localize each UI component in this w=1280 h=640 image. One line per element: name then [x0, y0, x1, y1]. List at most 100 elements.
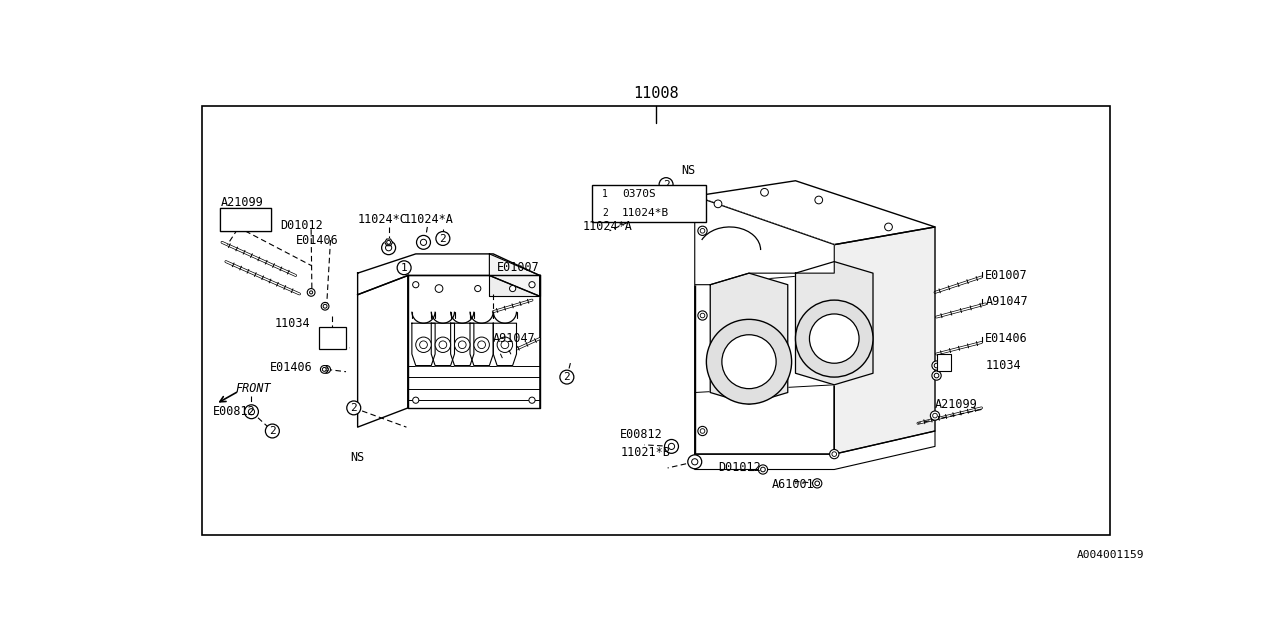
- Text: 11024*B: 11024*B: [622, 208, 669, 218]
- Text: NS: NS: [681, 164, 696, 177]
- Circle shape: [700, 429, 705, 433]
- Circle shape: [829, 449, 838, 459]
- Circle shape: [714, 200, 722, 208]
- Circle shape: [934, 373, 938, 378]
- Circle shape: [758, 465, 768, 474]
- Polygon shape: [695, 431, 934, 470]
- Circle shape: [412, 282, 419, 288]
- Circle shape: [477, 341, 485, 349]
- Circle shape: [933, 413, 937, 418]
- Circle shape: [932, 371, 941, 380]
- Circle shape: [529, 282, 535, 288]
- Polygon shape: [412, 323, 435, 365]
- Circle shape: [500, 341, 508, 349]
- Bar: [591, 185, 705, 222]
- Circle shape: [795, 300, 873, 377]
- Circle shape: [412, 397, 419, 403]
- Circle shape: [310, 291, 312, 294]
- Circle shape: [321, 303, 329, 310]
- Circle shape: [722, 335, 776, 388]
- Text: E01406: E01406: [986, 332, 1028, 345]
- Circle shape: [474, 337, 489, 353]
- Polygon shape: [493, 323, 517, 365]
- Polygon shape: [451, 323, 474, 365]
- Text: 2: 2: [351, 403, 357, 413]
- Polygon shape: [489, 275, 540, 296]
- Circle shape: [884, 223, 892, 231]
- Text: A004001159: A004001159: [1076, 550, 1144, 561]
- Circle shape: [248, 409, 255, 415]
- Polygon shape: [695, 180, 934, 244]
- Circle shape: [529, 397, 535, 403]
- Circle shape: [815, 196, 823, 204]
- Polygon shape: [357, 275, 408, 427]
- Polygon shape: [385, 239, 393, 246]
- Circle shape: [330, 343, 334, 346]
- Circle shape: [599, 189, 611, 200]
- Circle shape: [659, 178, 673, 191]
- Text: FRONT: FRONT: [236, 382, 271, 395]
- Circle shape: [691, 459, 698, 465]
- Circle shape: [698, 226, 707, 236]
- Circle shape: [325, 368, 328, 371]
- Circle shape: [323, 367, 326, 371]
- Polygon shape: [357, 254, 540, 296]
- Bar: [220, 208, 271, 231]
- Circle shape: [330, 332, 334, 335]
- Circle shape: [307, 289, 315, 296]
- Circle shape: [320, 365, 328, 373]
- Polygon shape: [695, 196, 835, 454]
- Circle shape: [832, 452, 837, 456]
- Circle shape: [934, 364, 938, 368]
- Circle shape: [387, 241, 390, 244]
- Circle shape: [760, 467, 765, 472]
- Circle shape: [439, 341, 447, 349]
- Circle shape: [497, 337, 512, 353]
- Text: 2: 2: [663, 180, 669, 189]
- Text: E00812: E00812: [621, 428, 663, 442]
- Circle shape: [669, 202, 677, 210]
- Circle shape: [347, 401, 361, 415]
- Polygon shape: [710, 273, 787, 404]
- Text: E01406: E01406: [296, 234, 338, 247]
- Circle shape: [664, 440, 678, 453]
- Circle shape: [397, 261, 411, 275]
- Circle shape: [381, 241, 396, 255]
- Circle shape: [760, 188, 768, 196]
- Text: 11008: 11008: [634, 86, 678, 101]
- Circle shape: [328, 341, 335, 349]
- Bar: [319, 327, 346, 349]
- Circle shape: [328, 330, 335, 337]
- Circle shape: [599, 207, 611, 218]
- Polygon shape: [408, 275, 540, 408]
- Circle shape: [244, 405, 259, 419]
- Circle shape: [420, 239, 426, 245]
- Circle shape: [385, 244, 392, 251]
- Text: 0370S: 0370S: [622, 189, 655, 200]
- Circle shape: [815, 481, 819, 486]
- Circle shape: [323, 365, 330, 373]
- Polygon shape: [470, 323, 493, 365]
- Circle shape: [698, 426, 707, 436]
- Circle shape: [509, 285, 516, 292]
- Bar: [937, 354, 951, 371]
- Circle shape: [323, 305, 326, 308]
- Text: 2: 2: [269, 426, 275, 436]
- Text: NS: NS: [349, 451, 364, 465]
- Text: D01012: D01012: [718, 461, 760, 474]
- Text: 11024*A: 11024*A: [404, 212, 454, 226]
- Text: 11021*B: 11021*B: [621, 446, 671, 459]
- Circle shape: [813, 479, 822, 488]
- Polygon shape: [695, 196, 835, 285]
- Text: A91047: A91047: [493, 332, 536, 345]
- Circle shape: [435, 285, 443, 292]
- Circle shape: [436, 232, 449, 245]
- Text: D01012: D01012: [280, 219, 323, 232]
- Circle shape: [458, 341, 466, 349]
- Circle shape: [420, 341, 428, 349]
- Circle shape: [435, 337, 451, 353]
- Text: E00812: E00812: [212, 405, 256, 419]
- Text: 2: 2: [439, 234, 447, 243]
- Circle shape: [698, 311, 707, 320]
- Text: 1: 1: [602, 189, 608, 200]
